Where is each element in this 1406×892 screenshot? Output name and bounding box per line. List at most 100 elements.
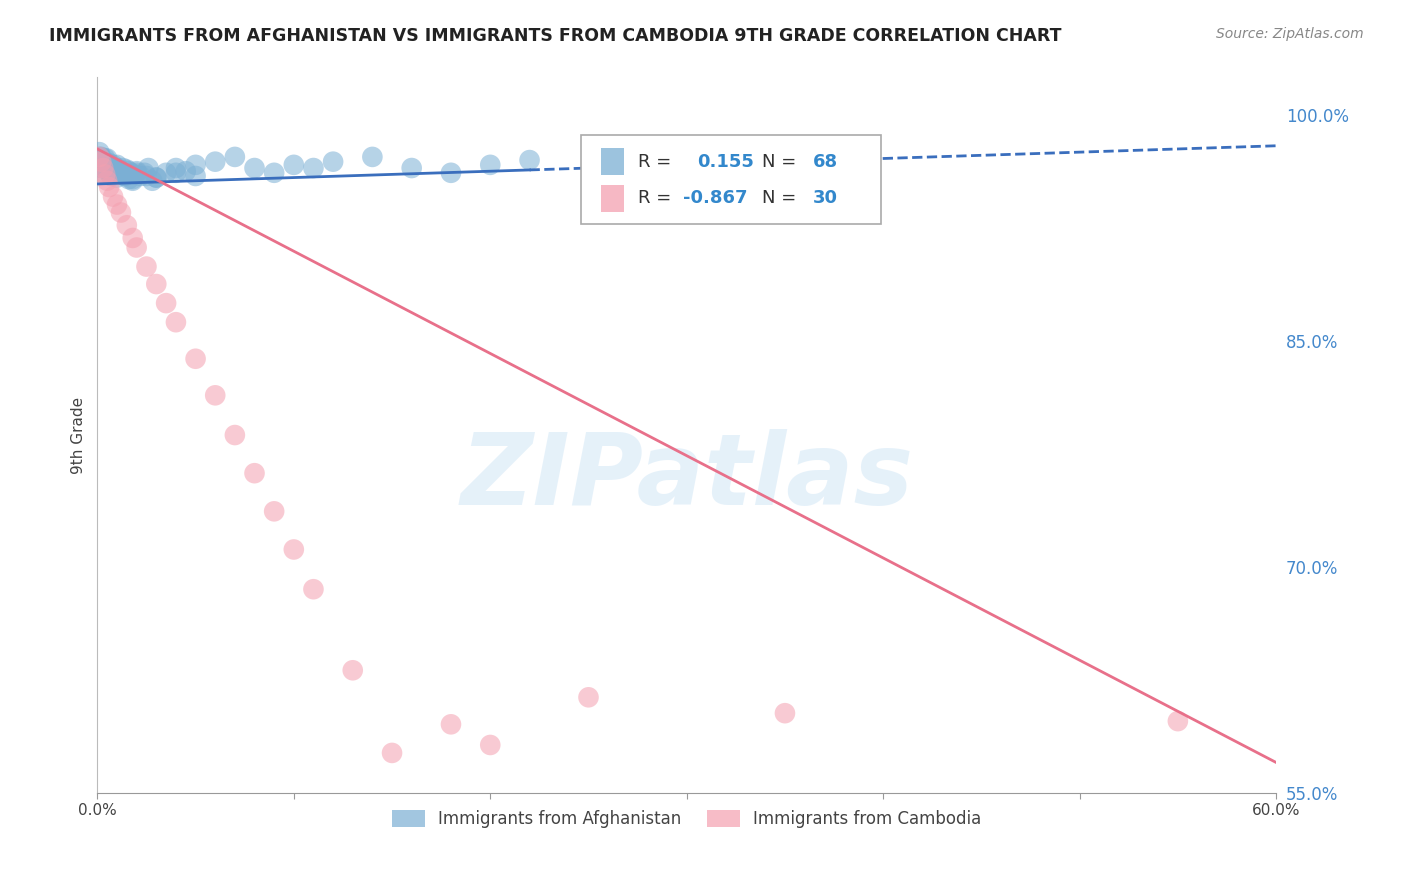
Point xyxy=(101,189,124,203)
Point xyxy=(440,166,463,180)
Point xyxy=(361,150,384,164)
Point xyxy=(94,161,117,175)
Text: 30: 30 xyxy=(813,189,838,207)
Point xyxy=(101,158,124,172)
Point xyxy=(98,164,121,178)
Point xyxy=(283,158,305,172)
Point xyxy=(322,154,344,169)
Point xyxy=(479,738,502,752)
Point xyxy=(342,663,364,677)
Point xyxy=(121,172,143,186)
Point xyxy=(101,161,124,175)
Text: -0.867: -0.867 xyxy=(683,189,748,207)
Point xyxy=(98,164,121,178)
Point xyxy=(94,154,117,169)
Point xyxy=(165,161,187,175)
Point xyxy=(91,161,114,175)
Point xyxy=(302,161,325,175)
Point xyxy=(89,150,111,164)
Point xyxy=(89,150,111,164)
Point xyxy=(243,466,266,480)
Text: Source: ZipAtlas.com: Source: ZipAtlas.com xyxy=(1216,27,1364,41)
Point xyxy=(108,164,131,178)
Point xyxy=(204,154,226,169)
Point xyxy=(94,152,117,166)
Point xyxy=(118,172,141,186)
Text: N =: N = xyxy=(762,189,796,207)
Text: IMMIGRANTS FROM AFGHANISTAN VS IMMIGRANTS FROM CAMBODIA 9TH GRADE CORRELATION CH: IMMIGRANTS FROM AFGHANISTAN VS IMMIGRANT… xyxy=(49,27,1062,45)
Bar xyxy=(600,148,624,176)
Point xyxy=(135,260,157,274)
Text: 0.155: 0.155 xyxy=(697,153,754,171)
Point xyxy=(96,158,118,172)
Point xyxy=(243,161,266,175)
Point xyxy=(105,170,128,185)
Point xyxy=(100,169,122,183)
Point xyxy=(120,166,142,180)
Point xyxy=(141,174,163,188)
Text: ZIPatlas: ZIPatlas xyxy=(460,429,914,526)
Point xyxy=(263,504,285,518)
Point xyxy=(90,161,112,175)
Point xyxy=(165,166,187,180)
Point xyxy=(773,706,796,721)
Point xyxy=(125,164,148,178)
Point xyxy=(100,161,122,175)
Text: 68: 68 xyxy=(813,153,838,171)
Point xyxy=(224,428,246,442)
Point xyxy=(479,158,502,172)
Text: N =: N = xyxy=(762,153,796,171)
Point xyxy=(98,156,121,170)
Point xyxy=(184,351,207,366)
Point xyxy=(96,174,118,188)
Point xyxy=(302,582,325,597)
Point xyxy=(105,161,128,175)
FancyBboxPatch shape xyxy=(581,135,882,224)
Point xyxy=(125,166,148,180)
Point xyxy=(138,161,160,175)
Point xyxy=(96,152,118,166)
Point xyxy=(110,166,132,180)
Point xyxy=(578,690,600,705)
Point xyxy=(90,154,112,169)
Point xyxy=(174,164,197,178)
Point xyxy=(440,717,463,731)
Point xyxy=(224,150,246,164)
Point xyxy=(90,154,112,169)
Text: R =: R = xyxy=(638,153,672,171)
Point xyxy=(184,158,207,172)
Point xyxy=(165,315,187,329)
Bar xyxy=(600,185,624,212)
Point xyxy=(283,542,305,557)
Point xyxy=(124,168,146,182)
Point xyxy=(115,162,138,177)
Point xyxy=(115,219,138,233)
Point xyxy=(145,170,167,185)
Point xyxy=(381,746,404,760)
Point xyxy=(129,169,152,183)
Point xyxy=(204,388,226,402)
Point xyxy=(91,166,114,180)
Point xyxy=(1167,714,1189,728)
Point xyxy=(134,166,156,180)
Point xyxy=(91,154,114,169)
Point xyxy=(91,158,114,172)
Point xyxy=(145,170,167,185)
Point xyxy=(121,174,143,188)
Point xyxy=(155,296,177,310)
Point xyxy=(104,166,127,180)
Y-axis label: 9th Grade: 9th Grade xyxy=(72,396,86,474)
Point xyxy=(519,153,541,167)
Point xyxy=(114,169,136,183)
Point xyxy=(105,158,128,172)
Point xyxy=(89,145,111,160)
Point xyxy=(110,205,132,219)
Point xyxy=(114,169,136,183)
Point xyxy=(111,161,134,175)
Point xyxy=(104,166,127,180)
Point xyxy=(96,162,118,177)
Point xyxy=(135,169,157,183)
Point xyxy=(121,231,143,245)
Point xyxy=(118,164,141,178)
Point xyxy=(263,166,285,180)
